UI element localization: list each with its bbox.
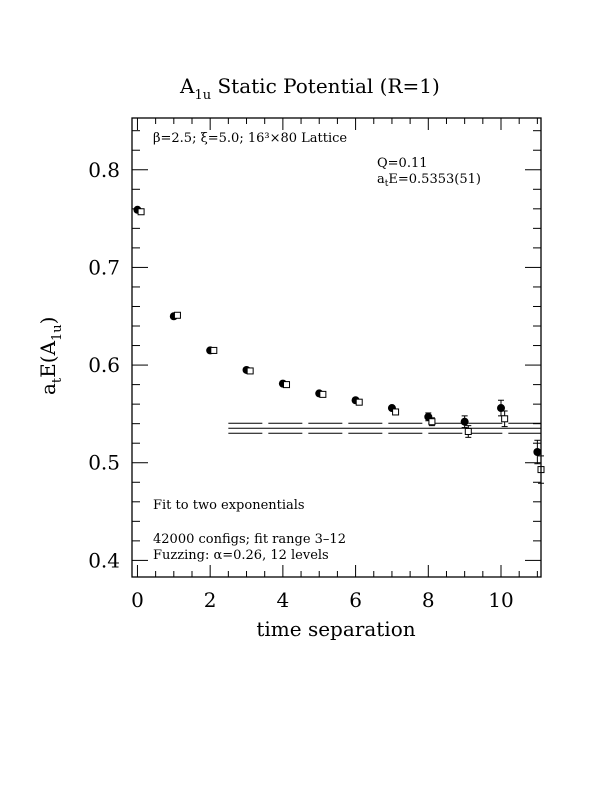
y-axis-label-mid: E(A [36, 340, 60, 377]
q-annotation: Q=0.11 [377, 156, 428, 171]
data-point-open-square [355, 398, 363, 406]
y-tick-label: 0.5 [88, 451, 120, 475]
x-tick-label: 10 [488, 588, 513, 612]
y-tick-label: 0.4 [88, 548, 120, 572]
energy-annotation-sub: t [385, 179, 389, 189]
data-point-open-square [501, 415, 509, 423]
y-tick-label: 0.8 [88, 158, 120, 182]
x-tick-label: 0 [131, 588, 144, 612]
chart-title-sub: 1u [194, 88, 211, 103]
y-tick-label: 0.7 [88, 255, 120, 279]
energy-annotation-rest: E=0.5353(51) [388, 172, 481, 187]
data-point-open-square [283, 381, 291, 389]
data-point-filled-circle [533, 447, 542, 456]
y-axis-label: atE(A1u) [36, 317, 65, 396]
data-point-open-square [210, 346, 218, 354]
data-point-open-square [319, 390, 327, 398]
data-point-open-square [173, 311, 181, 319]
data-point-open-square [464, 427, 472, 435]
y-axis-label-main: a [36, 383, 60, 395]
x-axis-label: time separation [256, 617, 415, 641]
fit-annotation: Fit to two exponentials [153, 498, 305, 513]
x-tick-label: 6 [349, 588, 362, 612]
configs-annotation: 42000 configs; fit range 3–12 [153, 532, 346, 547]
chart-title: A1u Static Potential (R=1) [179, 74, 440, 103]
data-point-filled-circle [497, 404, 506, 413]
data-point-open-square [246, 367, 254, 375]
chart-title-main: A [179, 74, 195, 98]
data-point-open-square [428, 418, 436, 426]
data-point-open-square [392, 408, 400, 416]
chart-title-rest: Static Potential (R=1) [211, 74, 440, 98]
lattice-annotation: β=2.5; ξ=5.0; 16³×80 Lattice [153, 131, 347, 146]
x-tick-label: 4 [277, 588, 290, 612]
x-tick-label: 2 [204, 588, 217, 612]
data-point-open-square [137, 208, 145, 216]
fuzzing-annotation: Fuzzing: α=0.26, 12 levels [153, 548, 329, 563]
y-axis-label-end: ) [36, 317, 60, 325]
y-axis-label-sub2: 1u [50, 324, 65, 341]
y-tick-label: 0.6 [88, 353, 120, 377]
x-tick-label: 8 [422, 588, 435, 612]
energy-annotation: atE=0.5353(51) [377, 172, 481, 189]
plot-frame [131, 117, 542, 578]
y-axis-label-sub1: t [50, 377, 65, 383]
energy-annotation-main: a [377, 172, 385, 187]
data-point-filled-circle [460, 417, 469, 426]
